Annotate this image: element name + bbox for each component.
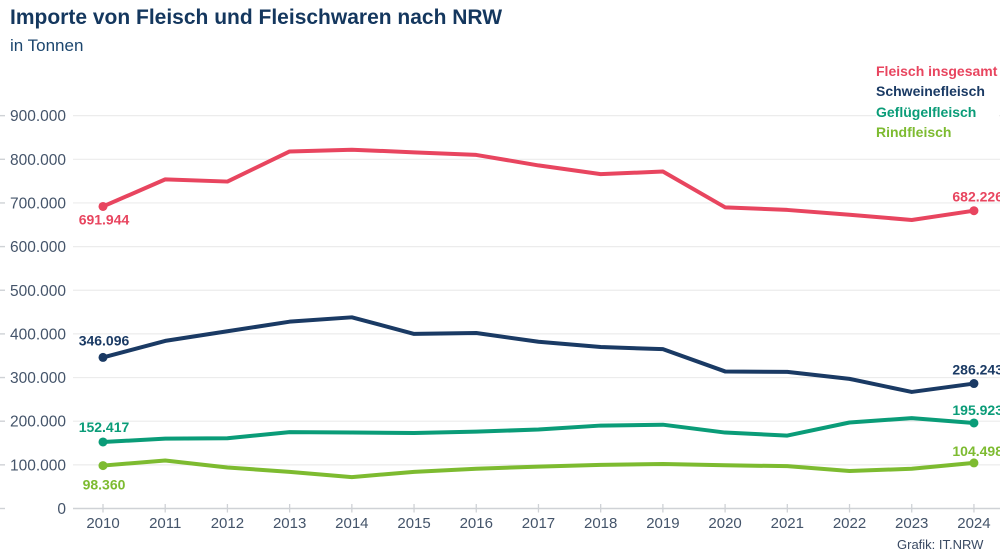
source-credit: Grafik: IT.NRW [897,537,984,552]
x-axis-label: 2022 [833,515,866,532]
x-axis-label: 2024 [957,515,990,532]
x-axis-label: 2014 [335,515,368,532]
y-axis-label: 800.000 [10,152,66,169]
x-axis-label: 2020 [708,515,741,532]
data-point-marker [969,458,979,468]
first-value-label: 152.417 [79,419,130,435]
x-axis-label: 2010 [86,515,119,532]
y-axis-label: 300.000 [10,370,66,387]
x-axis-label: 2021 [771,515,804,532]
page-subtitle: in Tonnen [10,36,84,55]
y-axis-label: 600.000 [10,239,66,256]
series-line-0 [101,147,976,222]
first-value-label: 691.944 [79,211,130,227]
chart-legend: Fleisch insgesamt Schweinefleisch Geflüg… [876,61,1000,143]
series-line-1 [101,315,976,394]
x-axis-label: 2012 [211,515,244,532]
first-value-label: 346.096 [79,332,130,348]
x-axis-label: 2015 [397,515,430,532]
y-axis-label: 700.000 [10,195,66,212]
series-line-2 [101,416,976,444]
last-value-label: 682.226 [952,189,1000,205]
legend-item-schweinefleisch: Schweinefleisch [876,83,985,100]
legend-item-gefluegelfleisch: Geflügelfleisch [876,103,977,120]
y-axis-label: 0 [57,501,66,518]
last-value-label: 195.923 [952,402,1000,418]
data-point-marker [98,352,108,362]
y-axis-label: 900.000 [10,108,66,125]
data-point-marker [98,461,108,471]
y-axis-label: 200.000 [10,414,66,431]
series-line-3 [101,458,976,480]
x-axis-label: 2023 [895,515,928,532]
x-axis-label: 2011 [149,515,181,532]
x-axis-label: 2018 [584,515,617,532]
y-axis-label: 500.000 [10,283,66,300]
last-value-label: 286.243 [952,362,1000,378]
data-point-marker [969,206,979,216]
page-title: Importe von Fleisch und Fleischwaren nac… [10,6,503,29]
data-point-marker [969,379,979,389]
data-point-marker [98,437,108,447]
y-axis-label: 100.000 [10,457,66,474]
legend-item-rindfleisch: Rindfleisch [876,124,952,141]
y-axis-label: 400.000 [10,326,66,343]
data-point-marker [98,201,108,211]
x-axis-label: 2017 [522,515,555,532]
x-axis-label: 2013 [273,515,306,532]
x-axis-label: 2019 [646,515,679,532]
x-axis-label: 2016 [460,515,493,532]
last-value-label: 104.498 [952,443,1000,459]
first-value-label: 98.360 [83,477,126,493]
legend-item-fleisch-insgesamt: Fleisch insgesamt [876,63,998,79]
data-point-marker [969,418,979,428]
